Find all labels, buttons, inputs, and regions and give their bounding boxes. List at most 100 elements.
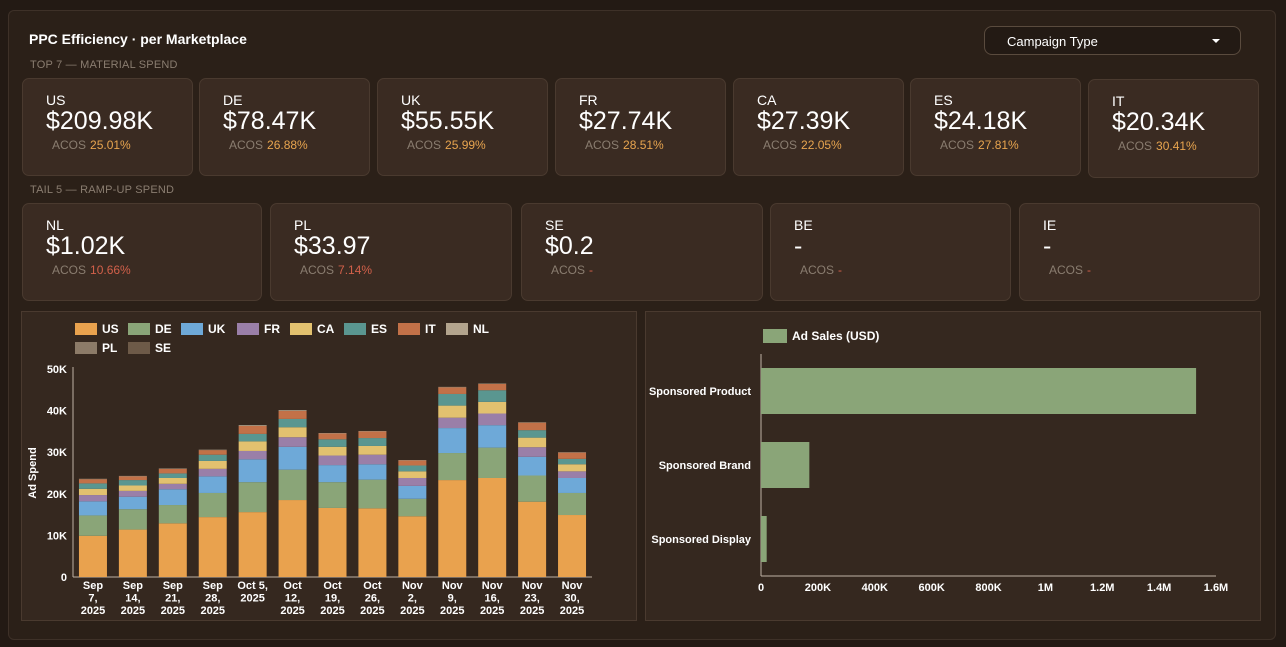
bar-segment	[198, 517, 227, 577]
bar-segment	[518, 501, 547, 577]
kpi-card: PL $33.97 ACOS 7.14%	[270, 203, 512, 301]
x-tick-label: 600K	[918, 582, 944, 594]
bar-segment	[558, 464, 587, 472]
kpi-card: ES $24.18K ACOS 27.81%	[910, 78, 1081, 176]
bar-segment	[118, 529, 147, 577]
bar-segment	[478, 425, 507, 448]
acos-label: ACOS	[940, 138, 975, 152]
bar-segment	[438, 393, 467, 406]
y-tick-label: 50K	[47, 364, 67, 376]
x-tick-label: 1.4M	[1147, 582, 1171, 594]
weekly-spend-chart: US DE UK FR CA ES IT NL PL SE 0 10K 20K 30K 40K 50K Ad S…	[27, 322, 592, 617]
acos-value: -	[1087, 263, 1092, 277]
campaign-type-dropdown[interactable]: Campaign Type	[984, 26, 1241, 55]
spend-value: -	[1043, 232, 1052, 260]
bar-segment	[238, 512, 267, 577]
kpi-card: DE $78.47K ACOS 26.88%	[199, 78, 370, 176]
bar-segment	[438, 387, 467, 394]
acos-label: ACOS	[1118, 139, 1153, 153]
spend-value: -	[794, 232, 803, 260]
bar-segment	[398, 471, 427, 478]
legend-swatch	[128, 323, 150, 335]
bar-segment	[558, 458, 587, 465]
x-tick-label: Sep	[83, 580, 103, 592]
legend-swatch	[181, 323, 203, 335]
bar-segment	[358, 464, 387, 480]
bar-segment	[78, 479, 107, 484]
bar-segment	[198, 454, 227, 461]
bar-segment	[358, 454, 387, 465]
bar-segment	[78, 535, 107, 577]
x-tick-label: 19,	[325, 593, 340, 605]
bar-segment	[318, 465, 347, 483]
spend-value: $209.98K	[46, 107, 154, 135]
bar-segment	[398, 460, 427, 466]
spend-value: $78.47K	[223, 107, 317, 135]
legend-label: ES	[371, 322, 387, 336]
bar-segment	[358, 479, 387, 509]
bar-segment	[318, 433, 347, 440]
legend-label: DE	[155, 322, 172, 336]
bar-segment	[118, 496, 147, 510]
bar-segment	[358, 438, 387, 446]
x-tick-label: Sep	[203, 580, 223, 592]
marketplace-code: IT	[1112, 93, 1125, 109]
x-tick-label: 1.2M	[1090, 582, 1114, 594]
acos-metric: ACOS 25.99%	[407, 138, 486, 152]
bar-segment	[238, 425, 267, 434]
marketplace-code: CA	[757, 92, 777, 108]
kpi-card: UK $55.55K ACOS 25.99%	[377, 78, 548, 176]
acos-metric: ACOS 10.66%	[52, 263, 131, 277]
bar-segment	[238, 441, 267, 451]
bar-segment	[478, 390, 507, 402]
acos-value: 10.66%	[90, 263, 131, 277]
acos-value: 7.14%	[338, 263, 373, 277]
x-tick-label: 2025	[520, 605, 544, 617]
page-title: PPC Efficiency · per Marketplace	[29, 31, 247, 47]
marketplace-code: IE	[1043, 217, 1057, 233]
bar-segment	[318, 439, 347, 447]
kpi-card: US $209.98K ACOS 25.01%	[22, 78, 193, 176]
legend-label: FR	[264, 322, 280, 336]
bar-segment	[238, 433, 267, 442]
x-tick-label: Nov	[562, 580, 584, 592]
x-tick-label: 23,	[524, 593, 539, 605]
x-tick-label: 1.6M	[1204, 582, 1228, 594]
bar-segment	[158, 477, 187, 484]
spend-value: $33.97	[294, 232, 371, 260]
x-tick-label: 14,	[125, 593, 140, 605]
bar-segment	[358, 508, 387, 577]
spend-value: $0.2	[545, 232, 594, 260]
acos-value: 26.88%	[267, 138, 308, 152]
spend-value: $55.55K	[401, 107, 495, 135]
category-label: Sponsored Display	[651, 534, 752, 546]
y-tick-label: 40K	[47, 406, 67, 418]
bar-segment	[438, 417, 467, 429]
acos-label: ACOS	[229, 138, 264, 152]
x-tick-label: 0	[758, 582, 764, 594]
x-tick-label: 16,	[485, 593, 500, 605]
y-axis-title: Ad Spend	[27, 447, 39, 498]
bar-segment	[558, 477, 587, 493]
bar-segment	[278, 446, 307, 470]
legend-swatch	[344, 323, 366, 335]
x-tick-label: 30,	[564, 593, 579, 605]
bar-segment	[238, 459, 267, 483]
top-section-label: TOP 7 — MATERIAL SPEND	[30, 59, 178, 71]
acos-metric: ACOS -	[551, 263, 593, 277]
acos-label: ACOS	[407, 138, 442, 152]
bar-segment	[438, 405, 467, 418]
bar-segment	[518, 422, 547, 431]
legend-swatch	[75, 342, 97, 354]
bar-segment	[278, 500, 307, 577]
acos-metric: ACOS 30.41%	[1118, 139, 1197, 153]
legend-label: SE	[155, 341, 171, 355]
x-tick-label: 200K	[805, 582, 831, 594]
bar-segment	[478, 477, 507, 577]
bar-segment	[118, 490, 147, 497]
marketplace-code: PL	[294, 217, 312, 233]
bar-segment	[318, 455, 347, 466]
acos-label: ACOS	[1049, 263, 1084, 277]
bar-segment	[398, 516, 427, 577]
bar-segment	[318, 446, 347, 456]
